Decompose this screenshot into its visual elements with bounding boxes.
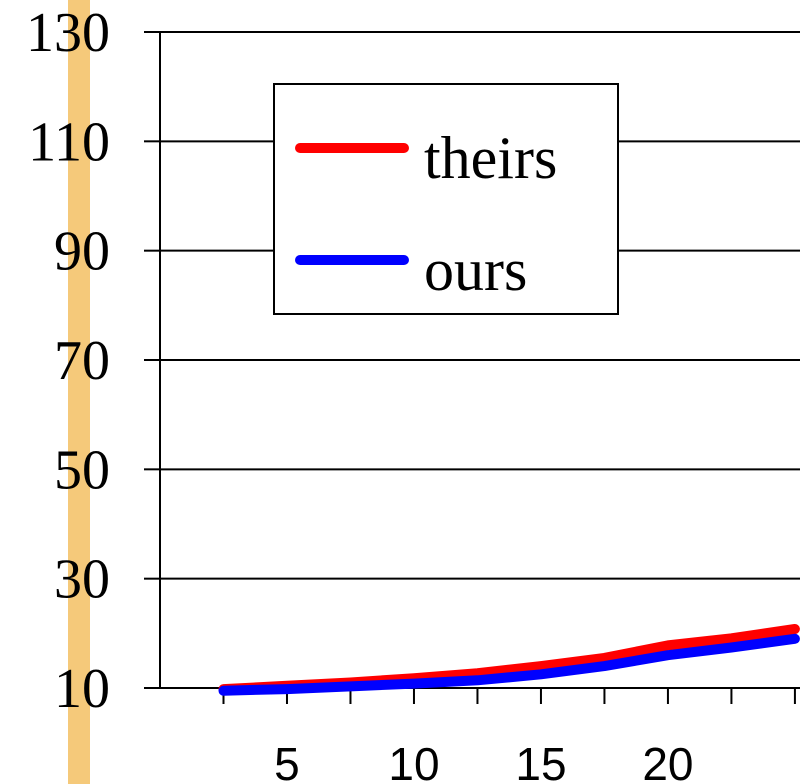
legend-label-theirs: theirs: [424, 125, 557, 191]
legend: theirs ours: [273, 83, 619, 315]
y-tick-label: 110: [28, 111, 110, 173]
legend-label-ours: ours: [424, 237, 527, 303]
x-tick-label: 20: [642, 738, 693, 784]
legend-box: [273, 83, 619, 315]
y-tick-label: 130: [26, 2, 110, 64]
series-lines: [218, 624, 800, 696]
y-tick-label: 50: [54, 439, 110, 501]
x-tick-label: 15: [515, 738, 566, 784]
x-tick-label: 5: [274, 738, 300, 784]
x-tick-label: 10: [388, 738, 439, 784]
y-tick-label: 10: [54, 658, 110, 720]
y-tick-labels: 130 110 90 70 50 30 10: [26, 2, 160, 720]
series-line-ours: [218, 633, 800, 696]
left-decorative-strip: [68, 0, 90, 784]
x-tick-labels: 5 10 15 20: [222, 688, 796, 784]
y-tick-label: 30: [54, 549, 110, 611]
y-tick-label: 70: [54, 330, 110, 392]
y-tick-label: 90: [54, 221, 110, 283]
